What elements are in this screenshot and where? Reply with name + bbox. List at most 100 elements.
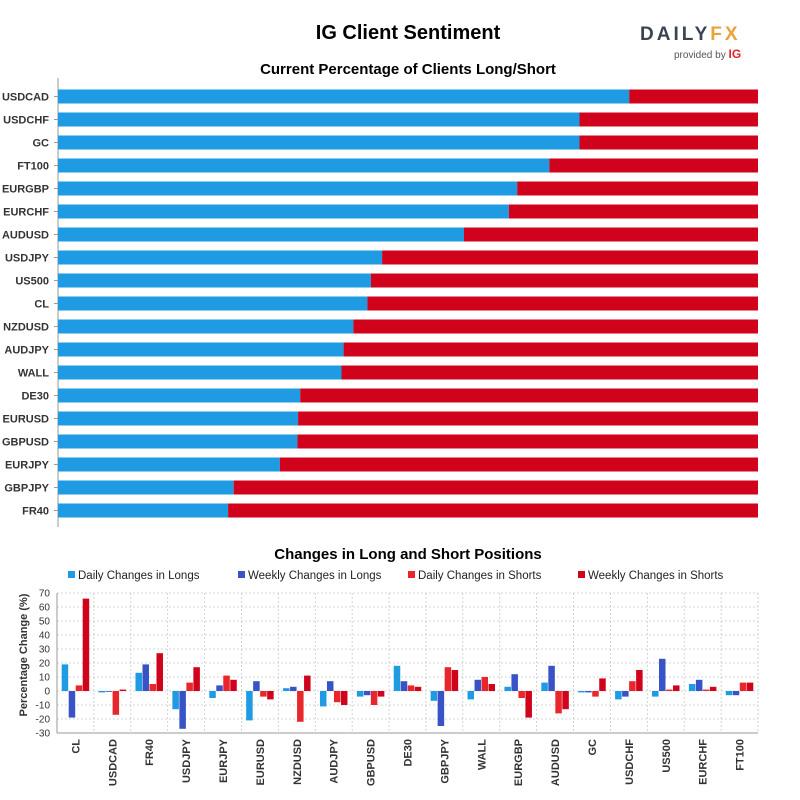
x-tick-label-wall: WALL <box>476 739 488 770</box>
daily-changes-in-longs-bar-cl <box>61 664 69 691</box>
daily-changes-in-shorts-bar-audusd <box>555 691 562 714</box>
sentiment-label-us500: US500 <box>15 276 49 288</box>
daily-changes-in-longs-bar-gc <box>578 691 585 693</box>
sentiment-label-eurgbp: EURGBP <box>2 184 49 196</box>
weekly-changes-in-shorts-bar-de30 <box>414 686 422 691</box>
short-bar-de30 <box>300 388 758 403</box>
daily-changes-in-longs-bar-wall <box>467 691 475 700</box>
weekly-changes-in-shorts-bar-audusd <box>562 691 569 710</box>
short-bar-gbpusd <box>297 434 758 449</box>
sentiment-label-fr40: FR40 <box>22 506 49 518</box>
weekly-changes-in-longs-bar-cl <box>68 691 76 718</box>
weekly-changes-in-shorts-bar-nzdusd <box>304 675 311 691</box>
y-tick-label--10: -10 <box>36 701 51 712</box>
x-tick-label-gbpjpy: GBPJPY <box>439 738 451 783</box>
long-bar-eurusd <box>58 411 299 426</box>
changes-chart: -30 -20 -10 0 10 20 30 40 50 60 70 CL USDCAD FR40 USDJ… <box>18 589 759 786</box>
weekly-changes-in-shorts-bar-ft100 <box>746 682 754 691</box>
long-bar-gbpusd <box>58 434 298 449</box>
long-bar-usdchf <box>58 112 580 127</box>
weekly-changes-in-shorts-bar-audjpy <box>340 691 348 705</box>
weekly-changes-in-longs-bar-eurjpy <box>216 685 223 691</box>
short-bar-audusd <box>464 227 758 242</box>
weekly-changes-in-shorts-bar-cl <box>82 598 90 691</box>
sentiment-label-nzdusd: NZDUSD <box>3 322 49 334</box>
weekly-changes-in-shorts-bar-us500 <box>673 685 680 691</box>
long-bar-eurchf <box>58 204 509 219</box>
changes-y-axis-title: Percentage Change (%) <box>18 593 30 716</box>
logo-fx-text: FX <box>710 24 741 45</box>
short-bar-eurchf <box>508 204 758 219</box>
sentiment-label-ft100: FT100 <box>17 161 49 173</box>
weekly-changes-in-shorts-bar-usdjpy <box>193 667 200 691</box>
daily-changes-in-longs-bar-audusd <box>541 682 548 691</box>
daily-changes-in-shorts-bar-gbpjpy <box>444 667 452 691</box>
long-bar-audusd <box>58 227 464 242</box>
sentiment-label-de30: DE30 <box>21 391 49 403</box>
weekly-changes-in-longs-bar-eurgbp <box>511 674 518 691</box>
logo-provided-text: provided by <box>674 50 726 61</box>
sentiment-label-audusd: AUDUSD <box>2 230 49 242</box>
x-tick-label-cl: CL <box>70 739 82 754</box>
page-title: IG Client Sentiment <box>315 22 501 44</box>
changes-legend: Daily Changes in Longs Weekly Changes in … <box>68 570 724 582</box>
weekly-changes-in-shorts-bar-usdchf <box>636 670 643 691</box>
daily-changes-in-shorts-bar-de30 <box>407 685 415 691</box>
daily-changes-in-shorts-bar-ft100 <box>739 682 747 691</box>
daily-changes-in-shorts-bar-audjpy <box>333 691 341 703</box>
daily-changes-in-shorts-bar-eurgbp <box>518 691 525 698</box>
x-tick-label-eurjpy: EURJPY <box>218 738 230 783</box>
sentiment-label-gbpjpy: GBPJPY <box>4 483 49 495</box>
long-bar-fr40 <box>58 503 229 518</box>
weekly-changes-in-longs-bar-usdchf <box>622 691 629 697</box>
short-bar-us500 <box>370 273 758 288</box>
long-bar-eurgbp <box>58 181 518 196</box>
long-bar-usdjpy <box>58 250 383 265</box>
weekly-changes-in-longs-bar-ft100 <box>732 691 740 696</box>
legend-swatch-daily-changes-in-shorts <box>408 571 415 578</box>
daily-changes-in-shorts-bar-usdchf <box>629 681 636 691</box>
daily-changes-in-longs-bar-audjpy <box>319 691 327 707</box>
sentiment-label-usdchf: USDCHF <box>3 115 49 127</box>
weekly-changes-in-longs-bar-usdcad <box>105 691 113 692</box>
sentiment-label-cl: CL <box>34 299 49 311</box>
daily-changes-in-longs-bar-gbpjpy <box>430 691 438 701</box>
weekly-changes-in-longs-bar-fr40 <box>142 664 149 691</box>
sentiment-chart-title: Current Percentage of Clients Long/Short <box>260 61 556 78</box>
logo-ig-text: IG <box>728 47 742 61</box>
x-tick-label-usdjpy: USDJPY <box>181 738 193 783</box>
daily-changes-in-longs-bar-fr40 <box>135 672 142 691</box>
x-tick-label-de30: DE30 <box>403 739 415 767</box>
legend-label-weekly-changes-in-shorts: Weekly Changes in Shorts <box>588 570 724 582</box>
daily-changes-in-longs-bar-de30 <box>393 665 401 691</box>
short-bar-usdcad <box>629 89 758 104</box>
short-bar-audjpy <box>343 342 758 357</box>
weekly-changes-in-shorts-bar-eurjpy <box>230 679 237 691</box>
weekly-changes-in-shorts-bar-gbpusd <box>377 691 385 697</box>
sentiment-label-eurjpy: EURJPY <box>5 460 50 472</box>
sentiment-label-eurusd: EURUSD <box>3 414 50 426</box>
sentiment-chart: USDCAD USDCHF GC FT100 EURGBP EURCHF AUDUSD USD… <box>2 78 759 527</box>
weekly-changes-in-longs-bar-gbpjpy <box>437 691 445 726</box>
x-tick-label-eurgbp: EURGBP <box>513 739 525 786</box>
daily-changes-in-shorts-bar-cl <box>75 685 83 691</box>
legend-swatch-weekly-changes-in-shorts <box>578 571 585 578</box>
sentiment-label-gc: GC <box>33 138 50 150</box>
daily-changes-in-longs-bar-gbpusd <box>356 691 364 697</box>
legend-label-daily-changes-in-longs: Daily Changes in Longs <box>78 570 200 582</box>
x-tick-label-eurchf: EURCHF <box>698 739 710 785</box>
weekly-changes-in-longs-bar-de30 <box>400 681 408 691</box>
sentiment-label-wall: WALL <box>18 368 49 380</box>
y-tick-label-70: 70 <box>39 589 51 600</box>
weekly-changes-in-longs-bar-usdjpy <box>179 691 186 729</box>
short-bar-eurusd <box>298 411 758 426</box>
logo-brand-text: DAILY <box>640 24 711 45</box>
y-tick-label-50: 50 <box>39 617 51 628</box>
weekly-changes-in-longs-bar-gbpusd <box>363 691 371 696</box>
weekly-changes-in-longs-bar-us500 <box>659 658 666 691</box>
daily-changes-in-shorts-bar-us500 <box>666 689 673 691</box>
weekly-changes-in-shorts-bar-wall <box>488 684 496 691</box>
short-bar-eurgbp <box>517 181 758 196</box>
daily-changes-in-longs-bar-usdcad <box>98 691 106 693</box>
